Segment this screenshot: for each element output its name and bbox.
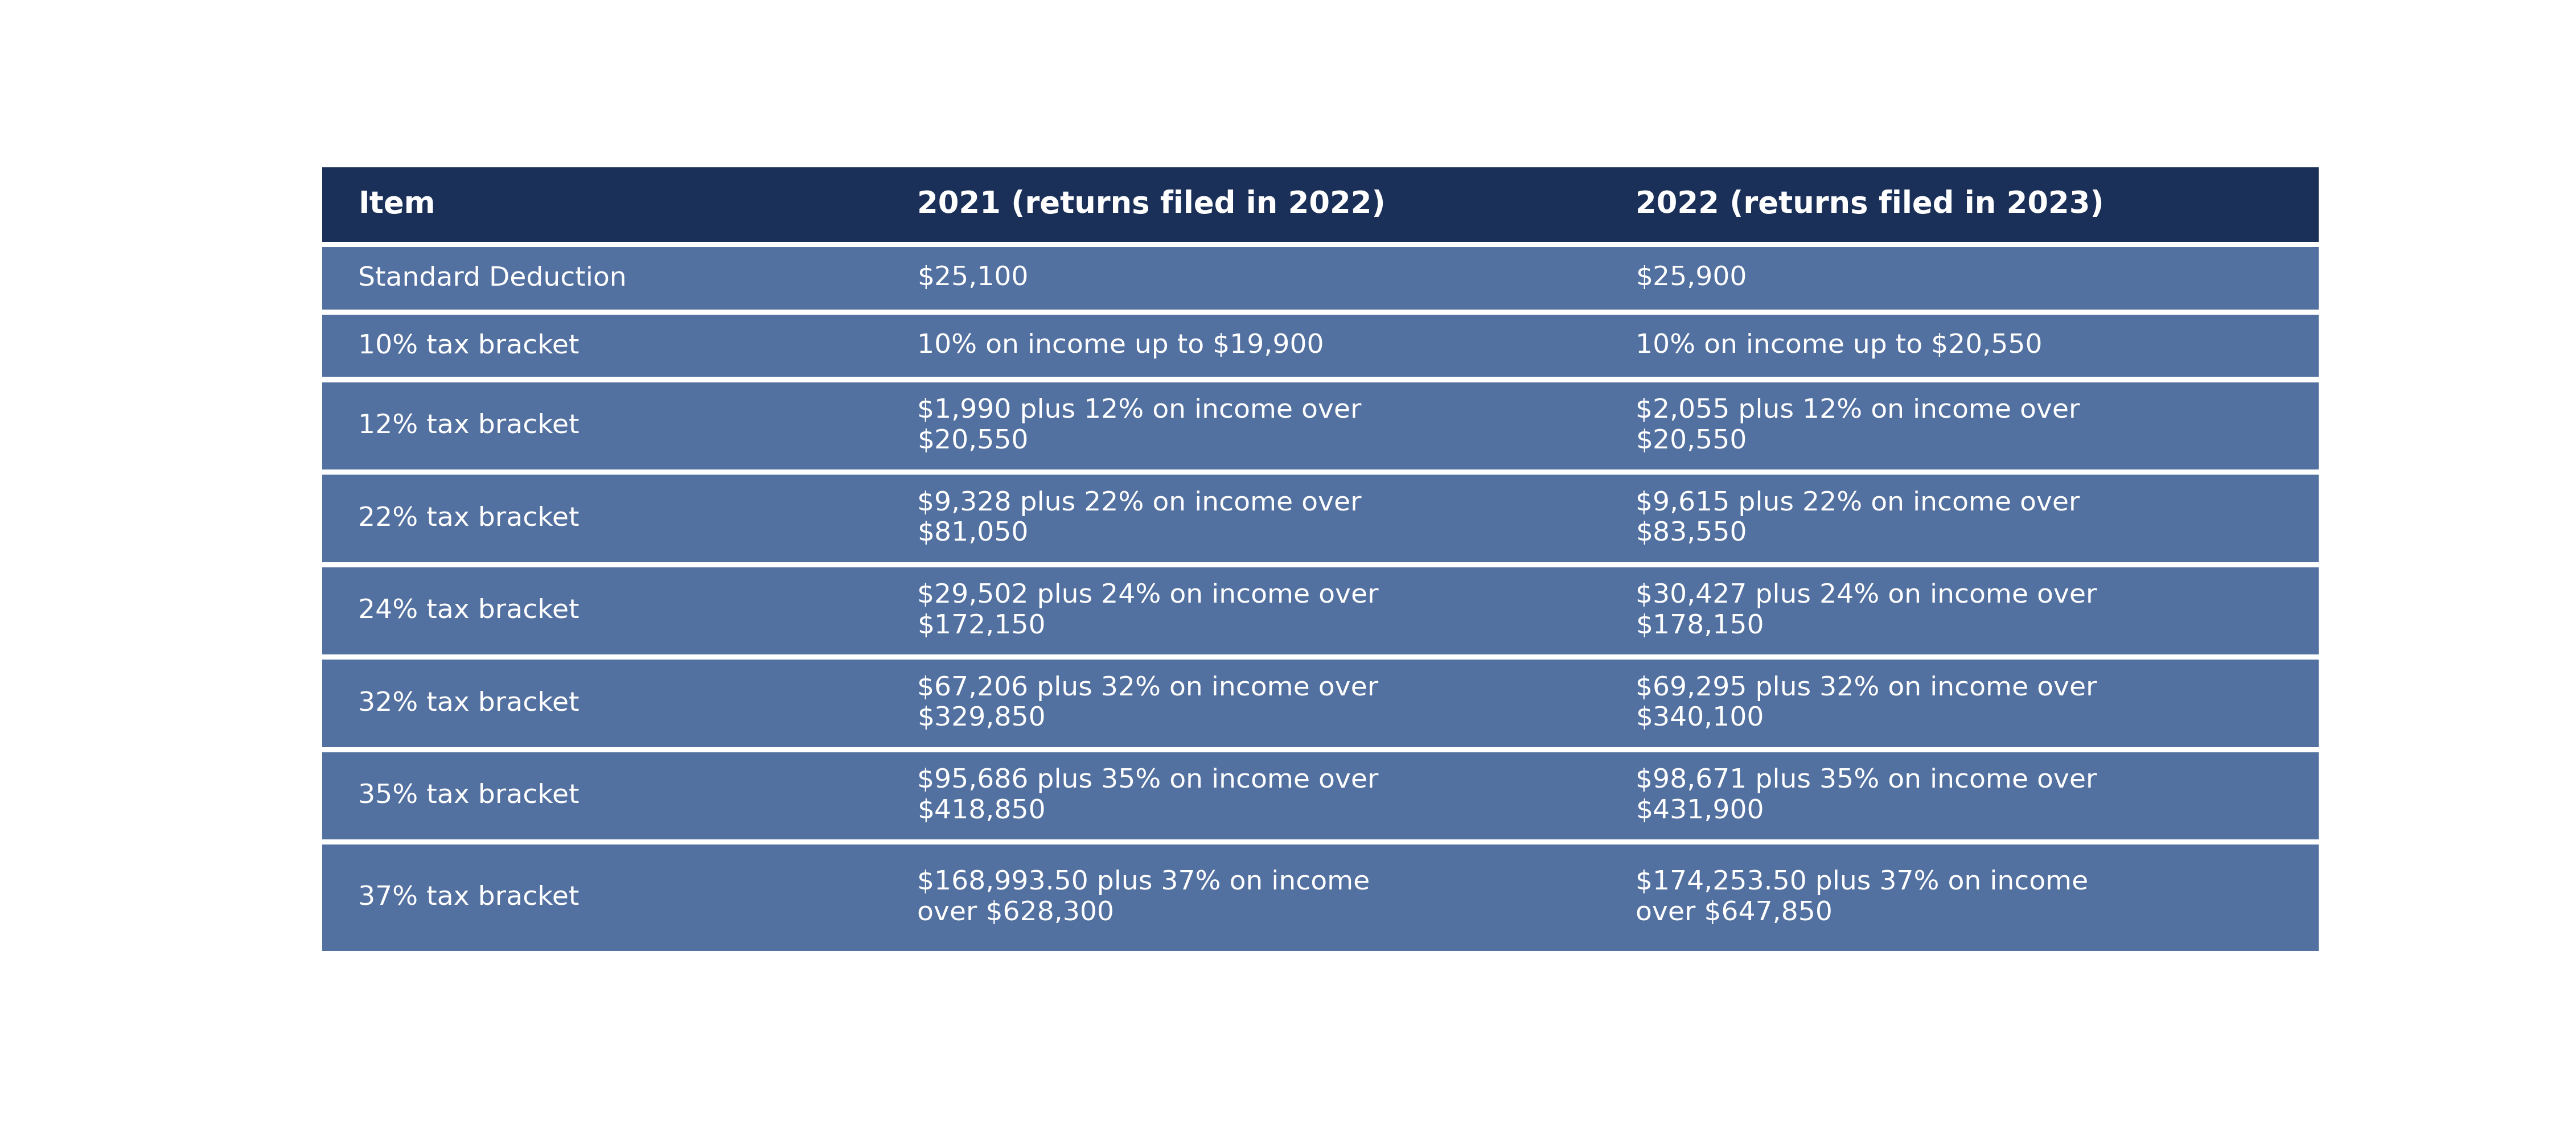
Bar [881, 167, 1600, 242]
Bar [1600, 247, 2318, 309]
Text: 10% on income up to $19,900: 10% on income up to $19,900 [917, 333, 1324, 358]
Text: Item: Item [358, 190, 435, 219]
Bar [881, 659, 1600, 747]
Text: $174,253.50 plus 37% on income
over $647,850: $174,253.50 plus 37% on income over $647… [1636, 870, 2089, 926]
Bar [322, 845, 881, 951]
Bar [881, 753, 1600, 839]
Bar [1600, 567, 2318, 655]
Bar [881, 247, 1600, 309]
Text: $9,328 plus 22% on income over
$81,050: $9,328 plus 22% on income over $81,050 [917, 490, 1360, 547]
Text: 22% tax bracket: 22% tax bracket [358, 506, 580, 531]
Text: $98,671 plus 35% on income over
$431,900: $98,671 plus 35% on income over $431,900 [1636, 767, 2097, 824]
Text: 32% tax bracket: 32% tax bracket [358, 690, 580, 716]
Text: $1,990 plus 12% on income over
$20,550: $1,990 plus 12% on income over $20,550 [917, 398, 1360, 454]
Bar [1600, 315, 2318, 377]
Bar [322, 567, 881, 655]
Bar [881, 382, 1600, 470]
Bar [1600, 167, 2318, 242]
Text: $69,295 plus 32% on income over
$340,100: $69,295 plus 32% on income over $340,100 [1636, 675, 2097, 731]
Bar [322, 315, 881, 377]
Text: 2021 (returns filed in 2022): 2021 (returns filed in 2022) [917, 190, 1386, 219]
Text: 10% on income up to $20,550: 10% on income up to $20,550 [1636, 333, 2043, 358]
Bar [322, 753, 881, 839]
Text: 12% tax bracket: 12% tax bracket [358, 413, 580, 439]
Text: $9,615 plus 22% on income over
$83,550: $9,615 plus 22% on income over $83,550 [1636, 490, 2079, 547]
Text: $168,993.50 plus 37% on income
over $628,300: $168,993.50 plus 37% on income over $628… [917, 870, 1370, 926]
Text: 37% tax bracket: 37% tax bracket [358, 885, 580, 911]
Text: $2,055 plus 12% on income over
$20,550: $2,055 plus 12% on income over $20,550 [1636, 398, 2079, 454]
Text: $25,100: $25,100 [917, 265, 1028, 291]
Bar [881, 567, 1600, 655]
Text: 24% tax bracket: 24% tax bracket [358, 598, 580, 624]
Bar [1600, 845, 2318, 951]
Bar [881, 475, 1600, 562]
Bar [881, 845, 1600, 951]
Bar [322, 659, 881, 747]
Text: 35% tax bracket: 35% tax bracket [358, 783, 580, 808]
Bar [322, 382, 881, 470]
Bar [1600, 382, 2318, 470]
Text: Standard Deduction: Standard Deduction [358, 265, 626, 291]
Bar [881, 315, 1600, 377]
Text: $67,206 plus 32% on income over
$329,850: $67,206 plus 32% on income over $329,850 [917, 675, 1378, 731]
Bar [322, 167, 881, 242]
Bar [322, 247, 881, 309]
Text: $29,502 plus 24% on income over
$172,150: $29,502 plus 24% on income over $172,150 [917, 583, 1378, 639]
Bar [1600, 475, 2318, 562]
Text: $30,427 plus 24% on income over
$178,150: $30,427 plus 24% on income over $178,150 [1636, 583, 2097, 639]
Bar [1600, 659, 2318, 747]
Text: $25,900: $25,900 [1636, 265, 1747, 291]
Text: 10% tax bracket: 10% tax bracket [358, 333, 580, 358]
Bar [1600, 753, 2318, 839]
Text: 2022 (returns filed in 2023): 2022 (returns filed in 2023) [1636, 190, 2105, 219]
Bar [322, 475, 881, 562]
Text: $95,686 plus 35% on income over
$418,850: $95,686 plus 35% on income over $418,850 [917, 767, 1378, 824]
